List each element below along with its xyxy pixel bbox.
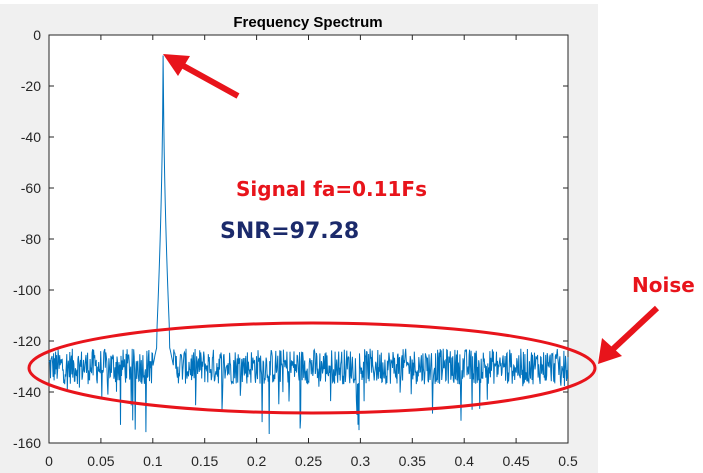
y-tick-label: -60 bbox=[21, 180, 41, 196]
y-tick-label: -100 bbox=[13, 282, 41, 298]
signal-arrow bbox=[163, 54, 240, 99]
chart-title: Frequency Spectrum bbox=[233, 14, 382, 31]
noise-arrow bbox=[598, 305, 660, 364]
snr-annotation: SNR=97.28 bbox=[220, 219, 359, 244]
x-tick-label: 0.35 bbox=[399, 453, 426, 469]
x-tick-label: 0.5 bbox=[558, 453, 578, 469]
x-tick-label: 0.25 bbox=[295, 453, 322, 469]
y-tick-label: -120 bbox=[13, 333, 41, 349]
x-tick-label: 0.05 bbox=[87, 453, 114, 469]
x-tick-label: 0.1 bbox=[143, 453, 163, 469]
y-axis: 0 -20 -40 -60 -80 -100 -120 -140 -160 bbox=[13, 27, 568, 451]
x-axis: 0 0.05 0.1 0.15 0.2 0.25 0.3 0.35 0.4 0.45 0.5 bbox=[45, 35, 578, 469]
spectrum-line bbox=[48, 55, 569, 435]
y-tick-label: 0 bbox=[33, 27, 41, 43]
x-tick-label: 0.4 bbox=[454, 453, 474, 469]
x-tick-label: 0 bbox=[45, 453, 53, 469]
y-tick-label: -140 bbox=[13, 384, 41, 400]
y-tick-label: -20 bbox=[21, 78, 41, 94]
signal-annotation: Signal fa=0.11Fs bbox=[236, 177, 427, 201]
y-tick-label: -80 bbox=[21, 231, 41, 247]
noise-ellipse bbox=[27, 321, 597, 415]
y-tick-label: -40 bbox=[21, 129, 41, 145]
y-tick-label: -160 bbox=[13, 435, 41, 451]
x-tick-label: 0.3 bbox=[351, 453, 371, 469]
x-tick-label: 0.15 bbox=[191, 453, 218, 469]
x-tick-label: 0.2 bbox=[247, 453, 267, 469]
noise-annotation: Noise bbox=[632, 273, 695, 297]
x-tick-label: 0.45 bbox=[502, 453, 529, 469]
